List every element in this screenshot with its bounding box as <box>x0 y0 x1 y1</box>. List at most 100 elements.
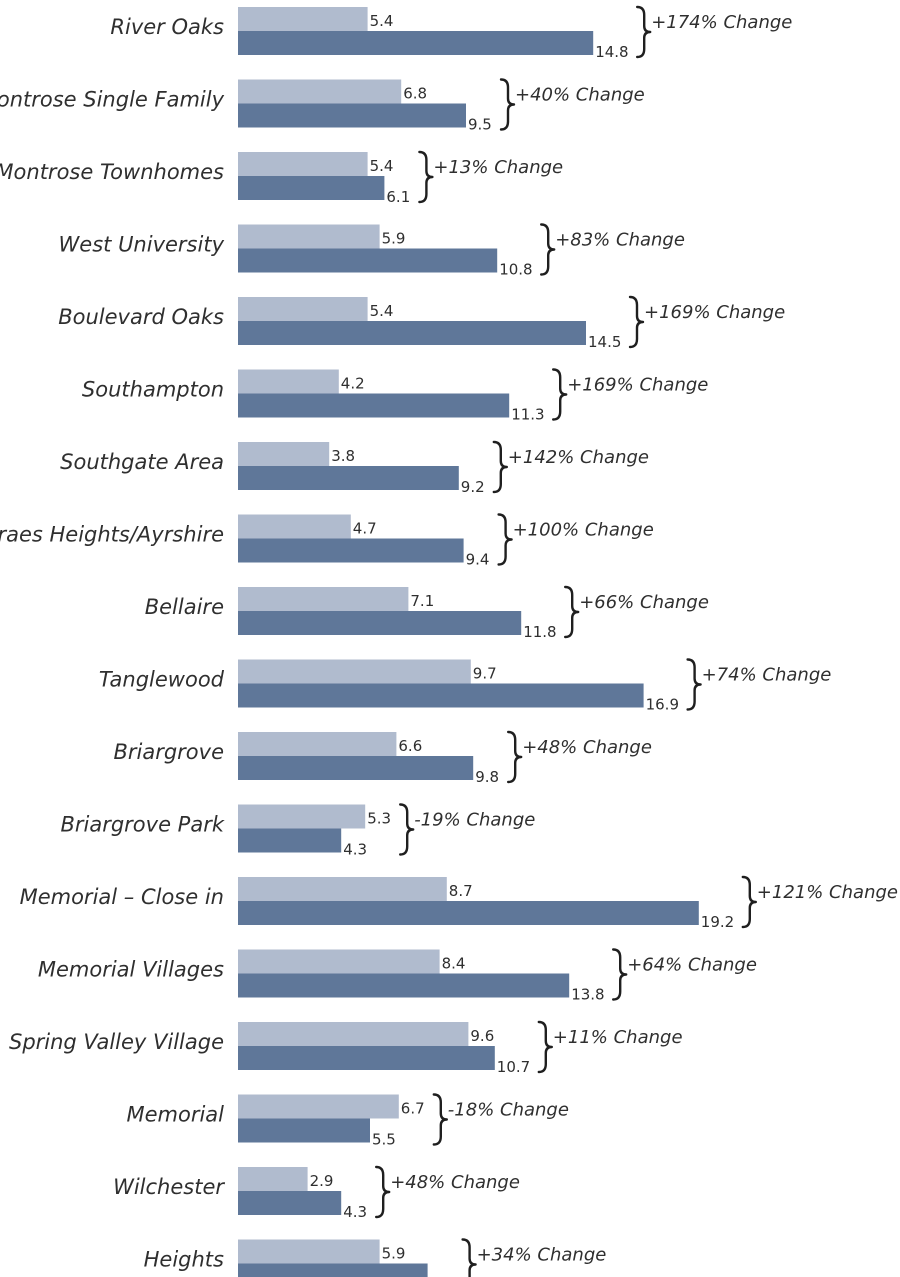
bar-dark <box>238 901 699 925</box>
value-label-light: 5.4 <box>370 12 394 30</box>
bar-group: Memorial – Close in 8.7 19.2 +121% Change <box>20 875 898 931</box>
bar-group: Braes Heights/Ayrshire 4.7 9.4 +100% Change <box>0 513 654 569</box>
bar-light <box>238 1239 380 1264</box>
bar-group: West University 5.9 10.8 +83% Change <box>59 223 685 279</box>
bar-dark <box>238 1118 370 1143</box>
value-label-dark: 11.3 <box>511 406 544 424</box>
bar-light <box>238 369 339 394</box>
category-label: Braes Heights/Ayrshire <box>0 523 224 547</box>
change-annotation: +11% Change <box>553 1027 683 1048</box>
value-label-dark: 7.9 <box>430 1276 454 1277</box>
change-annotation: +48% Change <box>390 1172 520 1193</box>
bar-dark <box>238 466 459 490</box>
category-label: Memorial – Close in <box>20 885 224 909</box>
bar-light <box>238 514 351 539</box>
bar-group: Bellaire 7.1 11.8 +66% Change <box>145 585 709 641</box>
value-label-light: 9.7 <box>473 665 497 683</box>
value-label-light: 4.2 <box>341 375 365 393</box>
value-label-light: 2.9 <box>310 1172 334 1190</box>
change-annotation: +34% Change <box>477 1245 607 1266</box>
bar-dark <box>238 611 522 635</box>
bar-group: Briargrove Park 5.34.3 -19% Change <box>60 803 535 859</box>
bar-dark <box>238 1263 428 1277</box>
brace-icon <box>432 1093 448 1146</box>
value-label-light: 5.9 <box>382 230 406 248</box>
brace-icon <box>375 1165 391 1219</box>
category-label: Southampton <box>82 378 224 402</box>
bar-group: Southgate Area 3.8 9.2 +142% Change <box>60 440 649 496</box>
value-label-dark: 10.7 <box>497 1058 530 1076</box>
value-label-light: 8.7 <box>449 882 473 900</box>
value-label-dark: 9.4 <box>466 551 490 569</box>
brace-icon <box>564 585 580 639</box>
change-annotation: +169% Change <box>567 375 708 396</box>
category-label: Briargrove Park <box>60 813 224 837</box>
bar-group: Montrose Single Family 6.8 9.5 +40% Change <box>0 78 645 134</box>
change-annotation: +83% Change <box>555 230 685 251</box>
value-label-light: 6.6 <box>398 737 422 755</box>
bar-dark <box>238 828 342 853</box>
category-label: West University <box>59 233 225 257</box>
bar-group: Tanglewood 9.7 16.9 +74% Change <box>99 658 832 714</box>
value-label-light: 6.7 <box>401 1100 425 1118</box>
bar-group: Memorial 6.7 5.5 -18% Change <box>126 1093 569 1149</box>
category-label: River Oaks <box>110 15 224 39</box>
value-label-light: 5.4 <box>370 157 394 175</box>
change-annotation: +169% Change <box>644 302 785 323</box>
brace-icon <box>612 948 628 1001</box>
value-label-light: 4.7 <box>353 520 377 538</box>
brace-icon <box>418 150 434 204</box>
category-label: Wilchester <box>113 1175 225 1199</box>
change-annotation: +74% Change <box>702 665 832 686</box>
category-label: Briargrove <box>113 740 224 764</box>
bar-dark <box>238 176 385 200</box>
change-annotation: +121% Change <box>757 882 898 903</box>
bar-group: Heights 5.9 7.9 +34% Change <box>144 1238 607 1277</box>
bar-group: Memorial Villages 8.4 13.8 +64% Change <box>38 948 757 1004</box>
value-label-dark: 14.8 <box>595 43 628 61</box>
brace-icon <box>507 730 523 784</box>
value-label-dark: 5.5 <box>372 1131 396 1149</box>
value-label-dark: 4.3 <box>343 1203 367 1221</box>
change-annotation: +64% Change <box>627 955 757 976</box>
brace-icon <box>636 5 652 59</box>
change-annotation: +40% Change <box>515 85 645 106</box>
bar-light <box>238 804 366 829</box>
change-annotation: +142% Change <box>508 447 649 468</box>
category-label: Montrose Single Family <box>0 88 225 112</box>
bar-light <box>238 1022 469 1046</box>
bar-group: Southampton 4.2 11.3 +169% Change <box>82 368 708 424</box>
value-label-light: 5.4 <box>370 302 394 320</box>
bar-light <box>238 732 397 756</box>
change-annotation: +48% Change <box>522 737 652 758</box>
category-label: Boulevard Oaks <box>58 305 224 329</box>
value-label-light: 6.8 <box>403 85 427 103</box>
category-label: Montrose Townhomes <box>0 160 224 184</box>
bar-group: Wilchester 2.9 4.3 +48% Change <box>113 1165 520 1221</box>
value-label-dark: 9.5 <box>468 116 492 134</box>
brace-icon <box>552 368 568 421</box>
category-label: Southgate Area <box>60 450 224 474</box>
brace-icon <box>492 440 508 494</box>
change-annotation: -18% Change <box>448 1100 569 1121</box>
value-label-dark: 9.2 <box>461 478 485 496</box>
value-label-light: 5.3 <box>367 810 391 828</box>
bar-group: River Oaks 5.4 14.8 +174% Change <box>110 5 792 61</box>
bar-group: Spring Valley Village 9.610.7 +11% Change <box>9 1020 683 1076</box>
category-label: Memorial <box>126 1103 224 1127</box>
change-annotation: +174% Change <box>651 12 792 33</box>
brace-icon <box>497 513 513 566</box>
bar-light <box>238 297 368 321</box>
value-label-dark: 16.9 <box>646 696 679 714</box>
brace-icon <box>686 658 702 711</box>
change-annotation: +66% Change <box>579 592 709 613</box>
value-label-light: 8.4 <box>442 955 466 973</box>
brace-icon <box>741 875 757 929</box>
bar-light <box>238 949 440 974</box>
brace-icon <box>399 803 415 856</box>
value-label-dark: 6.1 <box>386 188 410 206</box>
bar-group: Montrose Townhomes 5.4 6.1 +13% Change <box>0 150 563 206</box>
value-label-dark: 9.8 <box>475 768 499 786</box>
value-label-dark: 4.3 <box>343 841 367 859</box>
